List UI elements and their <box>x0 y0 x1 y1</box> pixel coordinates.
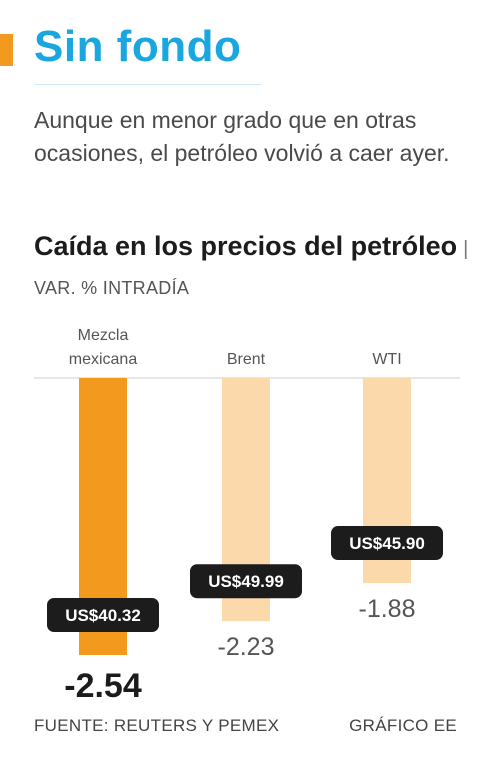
value-label-2: -1.88 <box>359 595 416 623</box>
category-label-1: Brent <box>227 351 266 368</box>
price-label-1: US$49.99 <box>208 572 284 591</box>
value-label-1: -2.23 <box>218 633 275 661</box>
intro-text: Aunque en menor grado que en otras ocasi… <box>34 107 450 166</box>
chart-title-block: Caída en los precios del petróleo | VAR. … <box>34 228 474 306</box>
headline-accent-bar <box>0 34 13 66</box>
title-separator: | <box>463 238 469 260</box>
value-label-0: -2.54 <box>64 667 142 705</box>
category-label-2: WTI <box>372 351 401 368</box>
price-badge-0 <box>47 598 159 632</box>
price-label-2: US$45.90 <box>349 534 425 553</box>
price-label-0: US$40.32 <box>65 606 141 625</box>
category-label-0: Mezcla mexicana <box>69 327 138 368</box>
source-note: FUENTE: REUTERS Y PEMEX <box>34 716 280 735</box>
graphic-credit: GRÁFICO EE <box>349 716 457 735</box>
headline-divider <box>34 84 262 85</box>
headline: Sin fondo <box>34 22 242 71</box>
price-badge-1 <box>190 564 302 599</box>
chart-subtitle: VAR. % INTRADÍA <box>34 278 190 298</box>
chart-title: Caída en los precios del petróleo <box>34 231 458 261</box>
price-badge-2 <box>331 526 443 561</box>
